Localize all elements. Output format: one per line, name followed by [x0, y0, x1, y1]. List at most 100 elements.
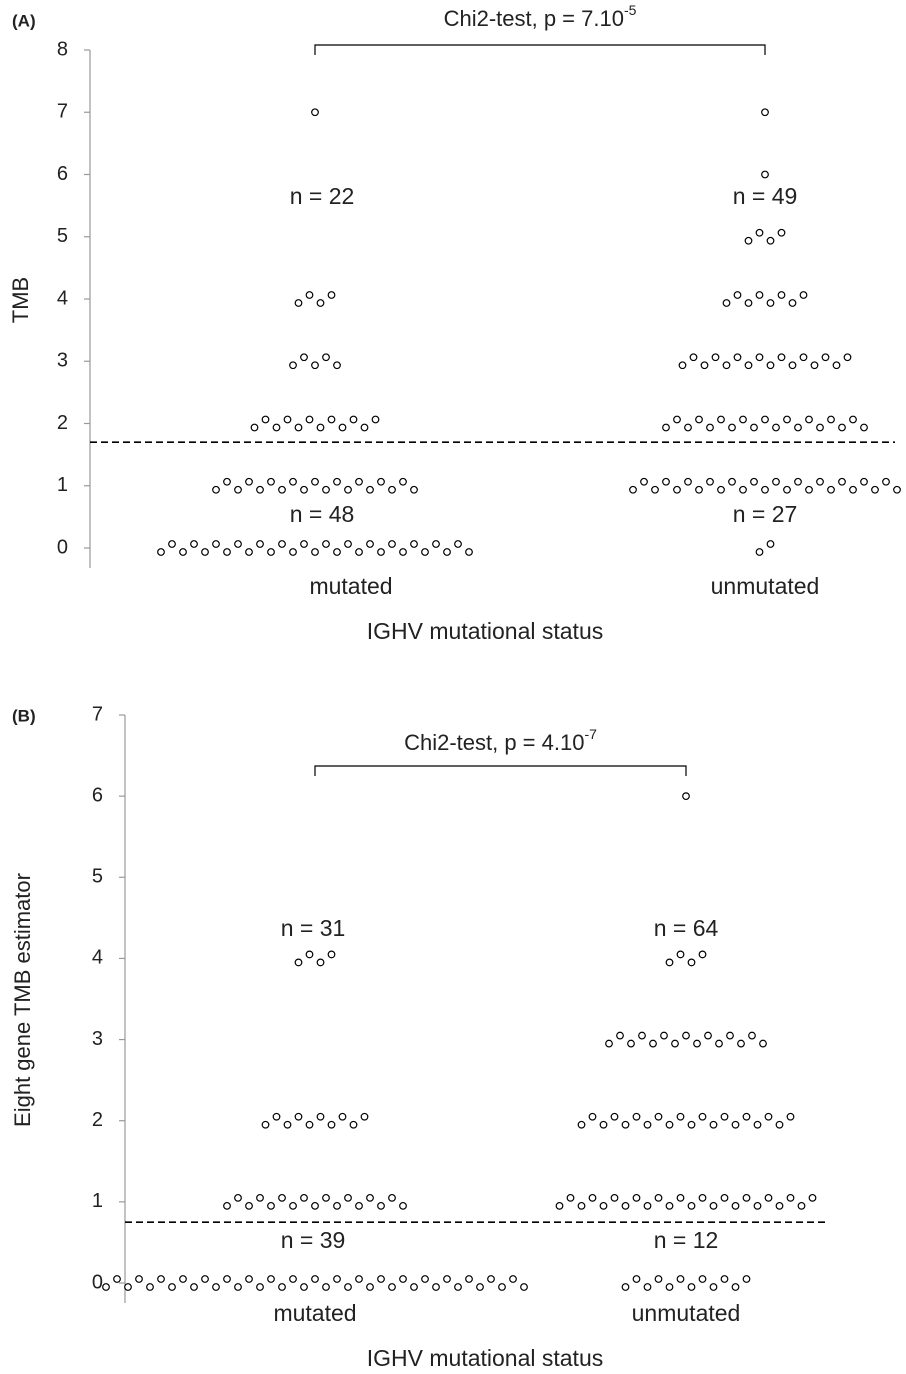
data-point: [640, 477, 648, 486]
data-point: [766, 236, 775, 245]
data-point: [731, 1201, 740, 1210]
n-label: n = 31: [281, 915, 346, 941]
data-point: [742, 1193, 751, 1202]
n-label: n = 64: [654, 915, 719, 941]
data-point: [629, 485, 637, 494]
data-point: [234, 485, 242, 494]
data-point: [294, 958, 303, 967]
data-point: [250, 423, 259, 432]
data-point: [788, 299, 797, 307]
data-point: [234, 1283, 242, 1291]
data-point: [709, 1283, 718, 1291]
data-point: [399, 477, 407, 486]
data-point: [728, 477, 736, 486]
data-point: [294, 1112, 303, 1121]
data-point: [821, 353, 830, 362]
data-point: [338, 1112, 347, 1121]
data-point: [744, 236, 753, 245]
data-point: [662, 423, 670, 432]
data-point: [783, 415, 791, 424]
data-point: [687, 1201, 696, 1210]
data-point: [673, 415, 681, 424]
data-point: [261, 1120, 270, 1129]
data-point: [311, 1275, 319, 1283]
data-point: [827, 485, 835, 494]
data-point: [761, 170, 769, 179]
data-point: [316, 423, 325, 432]
data-point: [805, 415, 813, 424]
data-point: [366, 1193, 374, 1202]
data-point: [673, 485, 681, 494]
panel-label: (B): [12, 706, 36, 725]
data-point: [289, 548, 297, 556]
data-point: [355, 548, 363, 556]
annotation-exponent: -5: [624, 2, 637, 18]
data-point: [566, 1193, 575, 1202]
data-point: [651, 485, 659, 494]
data-point: [676, 1193, 685, 1202]
y-tick-label: 6: [92, 784, 103, 806]
data-point: [234, 540, 242, 548]
data-point: [267, 1275, 275, 1283]
data-point: [316, 958, 325, 967]
data-point: [201, 548, 209, 556]
data-point: [632, 1275, 641, 1283]
data-point: [849, 485, 857, 494]
data-point: [665, 1283, 674, 1291]
data-point: [643, 1201, 652, 1210]
data-point: [687, 1120, 696, 1129]
data-point: [454, 1283, 462, 1291]
data-point: [223, 1201, 231, 1210]
data-point: [733, 353, 742, 362]
data-point: [377, 548, 385, 556]
data-point: [616, 1031, 624, 1040]
data-point: [698, 1275, 707, 1283]
data-point: [223, 477, 231, 486]
data-point: [682, 1031, 690, 1040]
data-point: [671, 1039, 679, 1048]
data-point: [300, 353, 308, 362]
data-point: [744, 299, 753, 307]
data-point: [327, 1120, 336, 1129]
data-point: [805, 485, 813, 494]
data-point: [753, 1120, 762, 1129]
n-label: n = 39: [281, 1227, 346, 1253]
y-tick-label: 5: [92, 866, 103, 888]
data-point: [432, 1283, 440, 1291]
data-point: [838, 423, 846, 432]
data-point: [709, 1120, 718, 1129]
data-point: [327, 291, 336, 299]
data-point: [698, 1193, 707, 1202]
data-point: [311, 361, 319, 370]
data-point: [610, 1112, 619, 1121]
data-point: [753, 1201, 762, 1210]
data-point: [349, 415, 358, 424]
data-point: [366, 540, 374, 548]
data-point: [432, 540, 440, 548]
data-point: [234, 1193, 242, 1202]
annotation-text: Chi2-test, p = 4.10: [404, 730, 584, 755]
data-point: [311, 1201, 319, 1210]
y-tick-label: 6: [57, 163, 68, 185]
data-point: [799, 291, 808, 299]
data-point: [860, 423, 868, 432]
data-point: [316, 299, 325, 307]
data-point: [777, 291, 786, 299]
data-point: [294, 423, 303, 432]
bracket: [314, 765, 687, 776]
data-point: [687, 1283, 696, 1291]
data-point: [610, 1193, 619, 1202]
data-point: [832, 361, 841, 370]
data-point: [168, 540, 176, 548]
data-point: [305, 291, 314, 299]
data-point: [755, 353, 764, 362]
data-point: [794, 477, 802, 486]
data-point: [676, 1112, 685, 1121]
data-point: [761, 485, 769, 494]
data-point: [465, 1275, 473, 1283]
data-point: [311, 548, 319, 556]
data-point: [294, 299, 303, 307]
data-point: [722, 299, 731, 307]
data-point: [305, 950, 314, 959]
data-point: [742, 1112, 751, 1121]
